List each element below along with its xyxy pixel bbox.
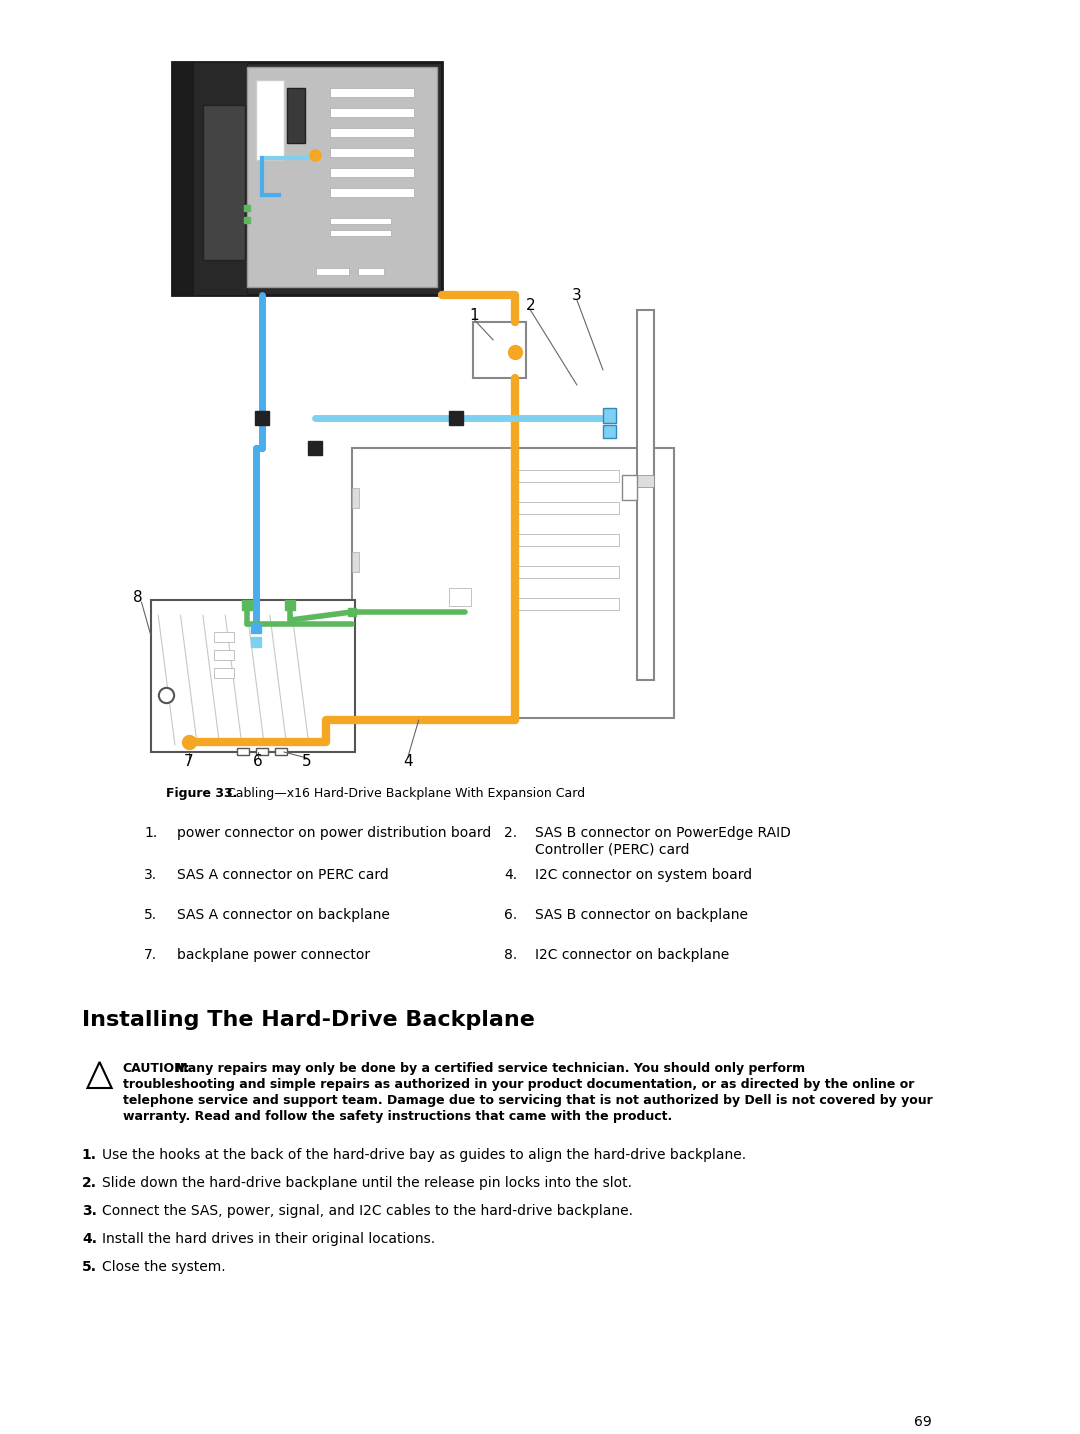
Bar: [516, 502, 619, 513]
Bar: [359, 268, 384, 275]
Bar: [172, 62, 192, 295]
Bar: [603, 424, 616, 437]
Bar: [603, 409, 616, 423]
Bar: [330, 168, 414, 176]
Text: Install the hard drives in their original locations.: Install the hard drives in their origina…: [103, 1232, 435, 1246]
Text: SAS B connector on backplane: SAS B connector on backplane: [535, 908, 748, 922]
Text: 4: 4: [403, 754, 413, 770]
Bar: [637, 310, 654, 680]
Bar: [330, 188, 414, 196]
Bar: [214, 632, 234, 642]
Text: Figure 33.: Figure 33.: [165, 786, 237, 800]
Text: Cabling—x16 Hard-Drive Backplane With Expansion Card: Cabling—x16 Hard-Drive Backplane With Ex…: [224, 786, 585, 800]
Bar: [330, 218, 391, 224]
Bar: [448, 588, 471, 607]
Bar: [330, 229, 391, 237]
Text: 6.: 6.: [504, 908, 517, 922]
Bar: [274, 749, 286, 754]
Text: 1.: 1.: [145, 826, 158, 840]
Bar: [330, 87, 414, 98]
Bar: [256, 749, 268, 754]
Text: CAUTION:: CAUTION:: [123, 1063, 190, 1076]
Bar: [516, 533, 619, 546]
Bar: [316, 268, 349, 275]
Text: 3.: 3.: [145, 868, 158, 882]
Text: backplane power connector: backplane power connector: [177, 948, 370, 962]
Text: 8: 8: [133, 591, 143, 605]
Text: 8.: 8.: [504, 948, 517, 962]
Text: I2C connector on backplane: I2C connector on backplane: [535, 948, 729, 962]
Text: 6: 6: [253, 754, 262, 770]
Text: 2: 2: [526, 297, 536, 313]
Text: I2C connector on system board: I2C connector on system board: [535, 868, 752, 882]
Bar: [516, 566, 619, 578]
Text: 5.: 5.: [145, 908, 158, 922]
Bar: [352, 488, 360, 508]
Bar: [330, 128, 414, 138]
Bar: [516, 470, 619, 482]
Text: power connector on power distribution board: power connector on power distribution bo…: [177, 826, 491, 840]
Text: 3: 3: [572, 287, 582, 303]
Bar: [214, 668, 234, 678]
Bar: [238, 749, 249, 754]
Text: SAS A connector on backplane: SAS A connector on backplane: [177, 908, 390, 922]
Bar: [246, 67, 437, 287]
Bar: [473, 323, 526, 379]
Text: Slide down the hard-drive backplane until the release pin locks into the slot.: Slide down the hard-drive backplane unti…: [103, 1176, 633, 1190]
Bar: [352, 447, 674, 718]
Text: warranty. Read and follow the safety instructions that came with the product.: warranty. Read and follow the safety ins…: [123, 1110, 672, 1123]
Text: 4.: 4.: [504, 868, 517, 882]
Text: 2.: 2.: [504, 826, 517, 840]
Text: 5.: 5.: [82, 1260, 97, 1273]
Bar: [286, 87, 306, 143]
Bar: [172, 62, 442, 295]
Bar: [151, 599, 355, 751]
Bar: [330, 108, 414, 118]
Bar: [256, 80, 284, 161]
Text: SAS A connector on PERC card: SAS A connector on PERC card: [177, 868, 389, 882]
Text: Installing The Hard-Drive Backplane: Installing The Hard-Drive Backplane: [82, 1010, 535, 1030]
Text: 7.: 7.: [145, 948, 158, 962]
Text: 3.: 3.: [82, 1205, 97, 1217]
Text: 1: 1: [470, 307, 480, 323]
Text: telephone service and support team. Damage due to servicing that is not authoriz: telephone service and support team. Dama…: [123, 1094, 932, 1107]
Text: 5: 5: [302, 754, 312, 770]
Text: troubleshooting and simple repairs as authorized in your product documentation, : troubleshooting and simple repairs as au…: [123, 1078, 914, 1091]
Text: Connect the SAS, power, signal, and I2C cables to the hard-drive backplane.: Connect the SAS, power, signal, and I2C …: [103, 1205, 633, 1217]
Text: 69: 69: [914, 1415, 932, 1430]
Text: Many repairs may only be done by a certified service technician. You should only: Many repairs may only be done by a certi…: [172, 1063, 806, 1076]
Text: SAS B connector on PowerEdge RAID
Controller (PERC) card: SAS B connector on PowerEdge RAID Contro…: [535, 826, 791, 856]
Bar: [637, 475, 654, 488]
Text: 1.: 1.: [82, 1149, 97, 1162]
Bar: [516, 598, 619, 609]
Bar: [214, 650, 234, 660]
Bar: [352, 552, 360, 572]
Bar: [203, 105, 245, 260]
Bar: [622, 475, 637, 500]
Text: 4.: 4.: [82, 1232, 97, 1246]
Text: Close the system.: Close the system.: [103, 1260, 226, 1273]
Bar: [330, 148, 414, 156]
Text: 7: 7: [184, 754, 193, 770]
Text: 2.: 2.: [82, 1176, 97, 1190]
Bar: [192, 62, 246, 295]
Text: Use the hooks at the back of the hard-drive bay as guides to align the hard-driv: Use the hooks at the back of the hard-dr…: [103, 1149, 746, 1162]
